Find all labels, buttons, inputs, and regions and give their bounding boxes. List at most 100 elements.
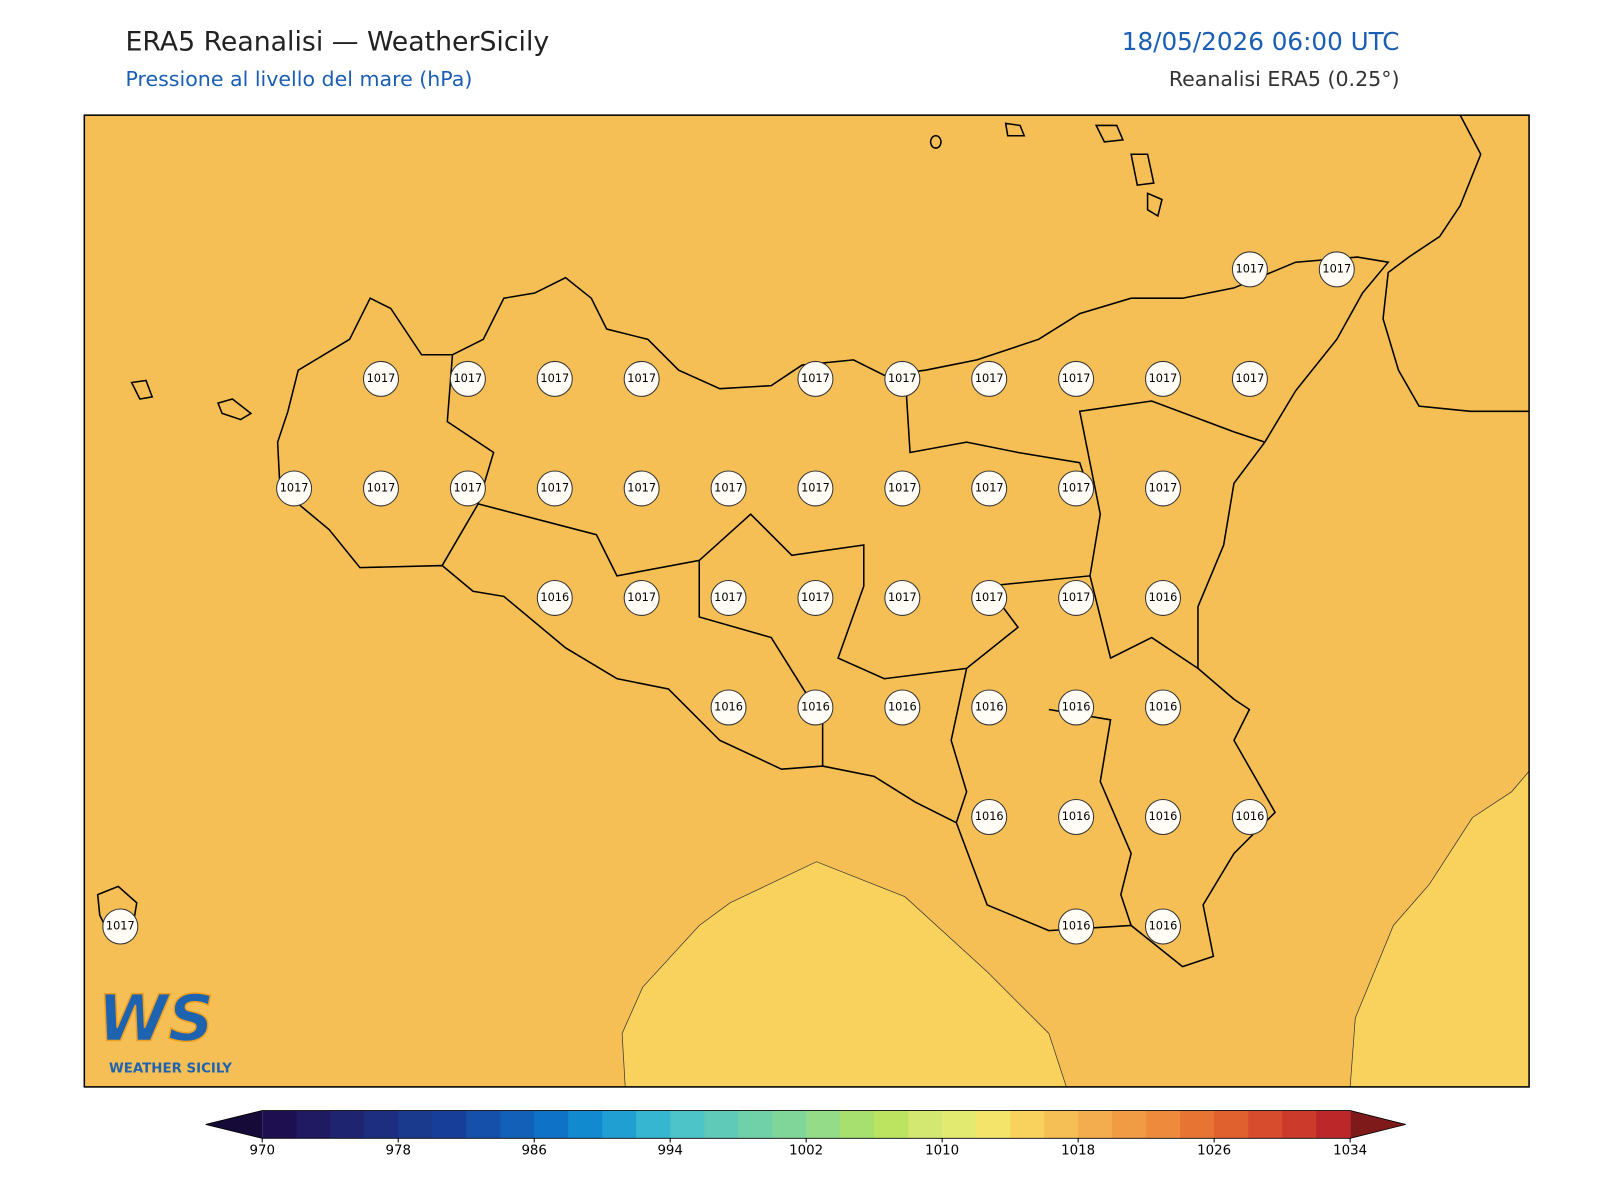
colorbar-segment [602,1110,637,1139]
label-bubble [536,579,573,616]
pressure-label: 1017 [975,591,1004,604]
colorbar-segment [1248,1110,1283,1139]
pressure-label: 1017 [540,481,569,494]
colorbar-segment [432,1110,467,1139]
label-bubble [971,470,1008,507]
colorbar-over [1350,1110,1406,1139]
pressure-label: 1017 [454,372,483,385]
label-bubble [1231,251,1268,288]
label-bubble [1231,798,1268,835]
label-bubble [536,470,573,507]
label-bubble [1058,908,1095,945]
colorbar-segment [1282,1110,1317,1139]
map-frame [83,114,1530,1088]
pressure-label: 1017 [280,481,309,494]
pressure-labels: 1017 1017 1017 1017 1017 1017 1017 1017 1017 1017… [102,251,1355,945]
colorbar-segment [1316,1110,1351,1139]
colorbar-segment [1112,1110,1147,1139]
pressure-label: 1016 [1062,810,1091,823]
colorbar-tick-label: 1010 [925,1144,959,1159]
pressure-label: 1017 [627,481,656,494]
label-bubble [102,908,139,945]
pressure-label: 1017 [888,372,917,385]
label-bubble [1231,360,1268,397]
pressure-label: 1016 [975,700,1004,713]
label-bubble [710,579,747,616]
colorbar-tick-label: 1034 [1333,1144,1367,1159]
colorbar-segment [1010,1110,1045,1139]
label-bubble [362,360,399,397]
pressure-label: 1017 [1322,262,1351,275]
label-bubble [1145,470,1182,507]
label-bubble [797,689,834,726]
logo: WS WEATHER SICILY [97,982,232,1076]
label-bubble [623,579,660,616]
pressure-label: 1017 [888,591,917,604]
colorbar-tick-label: 978 [385,1144,411,1159]
pressure-label: 1017 [1062,372,1091,385]
colorbar-segment [500,1110,535,1139]
label-bubble [623,360,660,397]
label-bubble [1145,908,1182,945]
pressure-label: 1017 [367,481,396,494]
label-bubble [884,360,921,397]
label-bubble [1058,798,1095,835]
pressure-label: 1016 [714,700,743,713]
subtitle: Pressione al livello del mare (hPa) [125,67,472,91]
label-bubble [710,689,747,726]
label-bubble [971,360,1008,397]
colorbar-segment [466,1110,501,1139]
colorbar: 970 978 986 994 1002 1010 1018 1026 1034 [205,1110,1406,1159]
colorbar-tick-label: 994 [657,1144,683,1159]
pressure-label: 1017 [1236,372,1265,385]
label-bubble [536,360,573,397]
label-bubble [884,579,921,616]
colorbar-tick-label: 970 [249,1144,275,1159]
label-bubble [362,470,399,507]
pressure-label: 1016 [1149,591,1178,604]
pressure-label: 1017 [627,372,656,385]
colorbar-segment [568,1110,603,1139]
pressure-label: 1017 [106,919,135,932]
label-bubble [1145,360,1182,397]
label-bubble [449,470,486,507]
colorbar-segment [738,1110,773,1139]
label-bubble [797,579,834,616]
label-bubble [1145,798,1182,835]
colorbar-segment [1078,1110,1113,1139]
colorbar-segment [1146,1110,1181,1139]
pressure-label: 1016 [801,700,830,713]
colorbar-segment [262,1110,297,1139]
pressure-label: 1016 [975,810,1004,823]
pressure-label: 1016 [1149,919,1178,932]
colorbar-segment [908,1110,943,1139]
canvas: ERA5 Reanalisi — WeatherSicily Pressione… [83,27,1530,1159]
label-bubble [1058,360,1095,397]
colorbar-segment [806,1110,841,1139]
logo-name: WEATHER SICILY [109,1061,232,1076]
label-bubble [797,360,834,397]
label-bubble [276,470,313,507]
pressure-label: 1017 [714,591,743,604]
label-bubble [884,470,921,507]
colorbar-segment [330,1110,365,1139]
pressure-label: 1017 [1062,591,1091,604]
pressure-label: 1017 [454,481,483,494]
pressure-label: 1017 [1149,372,1178,385]
colorbar-segment [364,1110,399,1139]
label-bubble [884,689,921,726]
pressure-label: 1017 [801,591,830,604]
colorbar-segment [636,1110,671,1139]
colorbar-segment [772,1110,807,1139]
pressure-label: 1016 [1062,919,1091,932]
colorbar-tick-label: 986 [521,1144,547,1159]
label-bubble [1145,689,1182,726]
pressure-label: 1017 [1236,262,1265,275]
pressure-label: 1017 [801,481,830,494]
pressure-label: 1016 [1149,700,1178,713]
pressure-label: 1016 [1236,810,1265,823]
source: Reanalisi ERA5 (0.25°) [1169,67,1400,91]
label-bubble [1058,579,1095,616]
colorbar-segment [534,1110,569,1139]
